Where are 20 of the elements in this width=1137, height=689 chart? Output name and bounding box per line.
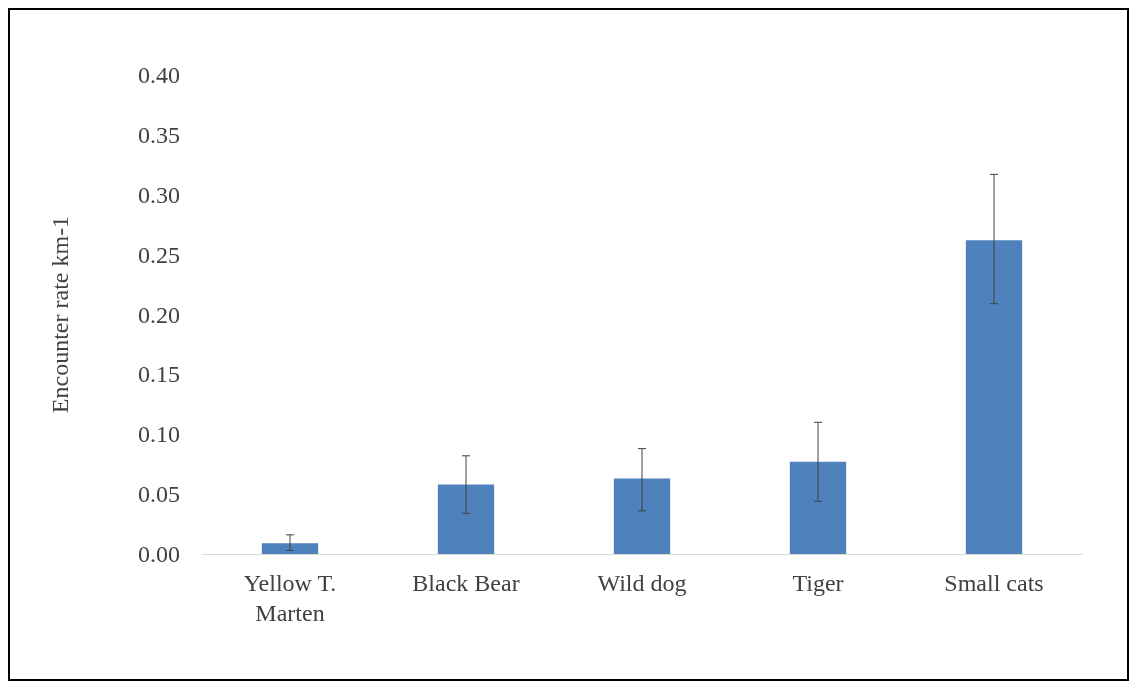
x-tick-label: Small cats bbox=[944, 570, 1044, 596]
y-tick-label: 0.25 bbox=[138, 241, 180, 268]
y-tick-label: 0.40 bbox=[138, 62, 180, 88]
bar bbox=[261, 543, 319, 554]
y-tick-label: 0.15 bbox=[138, 361, 180, 388]
y-tick-label: 0.20 bbox=[138, 301, 180, 328]
bar bbox=[965, 240, 1023, 554]
y-tick-label: 0.30 bbox=[138, 181, 180, 208]
y-tick-label: 0.35 bbox=[138, 121, 180, 148]
y-axis-title: Encounter rate km-1 bbox=[47, 215, 73, 414]
bar bbox=[613, 478, 671, 554]
bar bbox=[437, 484, 495, 554]
x-tick-label: Wild dog bbox=[597, 570, 687, 596]
y-tick-label: 0.10 bbox=[138, 421, 180, 448]
x-tick-label: Yellow T. Marten bbox=[243, 570, 337, 626]
y-tick-label: 0.00 bbox=[138, 541, 180, 567]
x-tick-label: Black Bear bbox=[412, 570, 520, 596]
bar bbox=[789, 461, 847, 554]
x-tick-label: Tiger bbox=[792, 570, 844, 596]
y-tick-label: 0.05 bbox=[138, 481, 180, 508]
